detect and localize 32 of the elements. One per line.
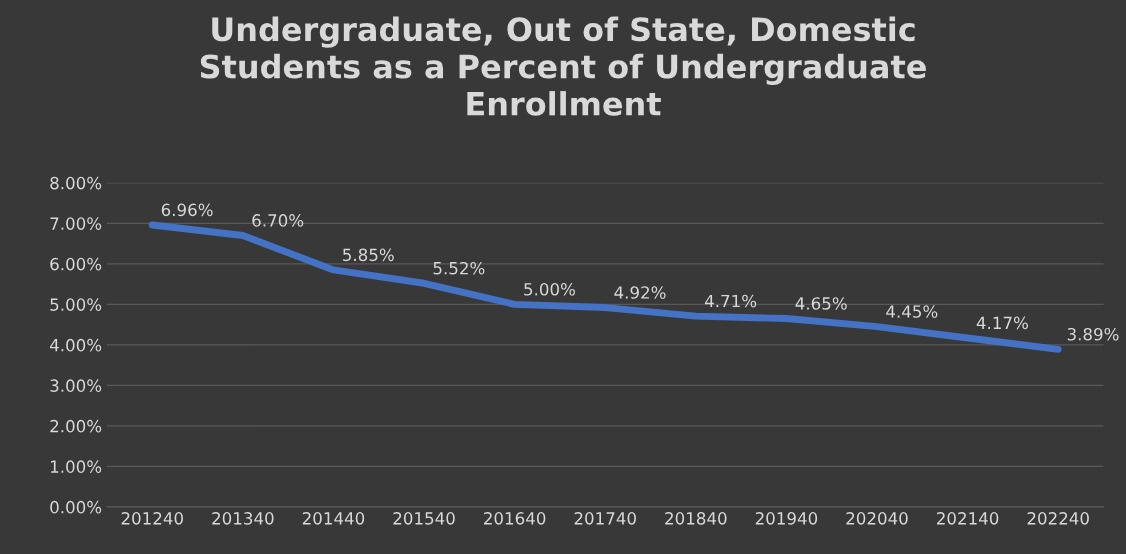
y-tick-label: 4.00% [49,338,102,352]
x-tick-label: 202140 [937,512,999,525]
x-tick-label: 201440 [302,512,365,525]
data-label: 4.17% [976,316,1028,330]
data-label: 4.71% [704,294,757,308]
x-tick-label: 201240 [121,512,183,525]
x-tick-label: 201640 [484,512,546,525]
y-tick-label: 2.00% [50,419,102,433]
x-tick-label: 201940 [755,512,818,525]
data-label: 5.52% [433,261,485,275]
y-tick-label: 5.00% [50,298,102,311]
y-tick-label: 3.00% [50,379,102,392]
x-tick-label: 202040 [846,512,908,525]
data-label: 4.65% [795,297,847,310]
y-tick-label: 1.00% [50,460,102,473]
data-label: 5.85% [343,248,394,262]
x-tick-label: 201740 [574,512,636,525]
x-tick-label: 202240 [1027,512,1089,525]
data-label: 5.00% [524,282,575,296]
data-label: 6.70% [252,214,304,227]
x-tick-label: 201540 [393,512,455,525]
data-label: 3.89% [1067,327,1119,341]
data-label: 4.45% [886,305,938,318]
x-tick-label: 201840 [665,512,727,525]
y-tick-label: 6.00% [50,257,102,271]
data-label: 4.92% [614,286,666,299]
chart-title: Undergraduate, Out of State, Domestic Students as a Percent of Undergraduate Enrollment [200,16,926,116]
x-tick-label: 201340 [212,512,274,525]
data-label: 6.96% [161,203,213,217]
y-tick-label: 8.00% [50,176,102,190]
y-tick-label: 7.00% [50,217,102,230]
y-tick-label: 0.00% [50,500,102,514]
